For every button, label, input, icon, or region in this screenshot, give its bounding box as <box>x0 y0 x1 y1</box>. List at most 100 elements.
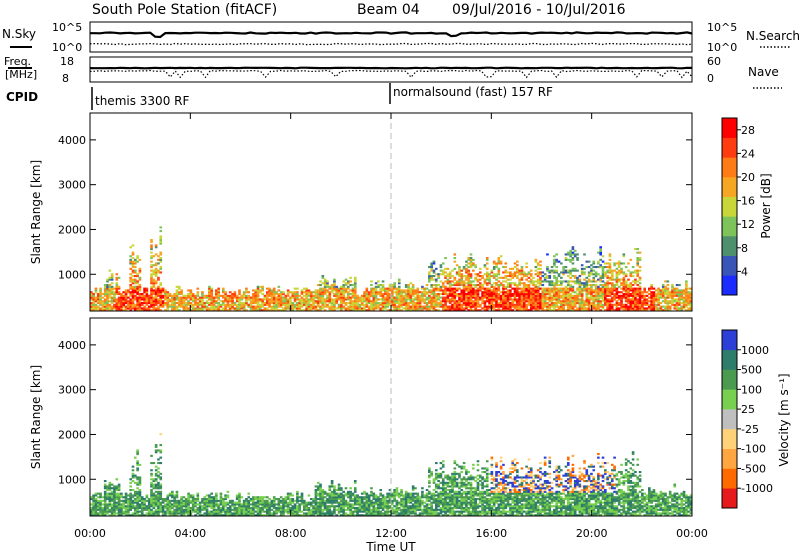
heatmap-cell <box>298 305 301 308</box>
heatmap-cell <box>513 296 517 299</box>
heatmap-cell <box>101 508 105 511</box>
heatmap-cell <box>441 269 445 272</box>
heatmap-cell <box>147 309 151 312</box>
heatmap-cell <box>689 309 693 312</box>
heatmap-cell <box>534 273 538 276</box>
heatmap-cell <box>606 282 609 285</box>
heatmap-cell <box>245 296 248 299</box>
heatmap-cell <box>133 260 137 263</box>
heatmap-cell <box>499 284 503 287</box>
heatmap-cell <box>601 305 605 308</box>
heatmap-cell <box>497 262 501 265</box>
heatmap-cell <box>546 296 549 299</box>
heatmap-cell <box>333 285 336 288</box>
heatmap-cell <box>441 305 445 308</box>
heatmap-cell <box>624 284 628 287</box>
heatmap-cell <box>576 276 579 279</box>
heatmap-cell <box>381 309 385 312</box>
heatmap-cell <box>671 291 674 294</box>
heatmap-cell <box>210 300 214 303</box>
heatmap-cell <box>504 275 508 278</box>
colorbar-swatch <box>722 157 737 178</box>
heatmap-cell <box>323 503 327 506</box>
heatmap-cell <box>133 494 137 497</box>
heatmap-cell <box>430 269 433 272</box>
heatmap-cell <box>268 505 271 508</box>
heatmap-cell <box>634 302 637 305</box>
heatmap-cell <box>455 264 459 267</box>
heatmap-cell <box>314 503 318 506</box>
heatmap-cell <box>272 505 276 508</box>
heatmap-cell <box>520 296 524 299</box>
heatmap-cell <box>328 300 332 303</box>
heatmap-cell <box>184 510 188 513</box>
heatmap-cell <box>599 300 602 303</box>
heatmap-cell <box>219 309 223 312</box>
heatmap-cell <box>106 503 109 506</box>
heatmap-cell <box>110 512 114 515</box>
heatmap-cell <box>140 510 144 513</box>
heatmap-cell <box>182 508 186 511</box>
heatmap-cell <box>608 289 612 292</box>
heatmap-cell <box>198 309 202 312</box>
heatmap-cell <box>520 271 524 274</box>
heatmap-cell <box>550 287 554 290</box>
heatmap-cell <box>652 309 656 312</box>
heatmap-cell <box>180 298 183 301</box>
heatmap-cell <box>485 296 489 299</box>
heatmap-cell <box>265 296 269 299</box>
heatmap-cell <box>189 501 193 504</box>
heatmap-cell <box>578 275 582 278</box>
heatmap-cell <box>648 303 651 306</box>
heatmap-cell <box>650 287 653 290</box>
power-ylabel: Slant Range [km] <box>29 160 43 264</box>
heatmap-cell <box>467 262 471 265</box>
heatmap-cell <box>423 305 427 308</box>
heatmap-cell <box>386 298 389 301</box>
heatmap-cell <box>532 294 535 297</box>
heatmap-cell <box>504 309 508 312</box>
heatmap-cell <box>245 507 248 510</box>
heatmap-cell <box>402 307 406 310</box>
heatmap-cell <box>277 499 281 502</box>
heatmap-cell <box>90 496 93 499</box>
heatmap-cell <box>221 503 225 506</box>
heatmap-cell <box>154 275 158 278</box>
heatmap-cell <box>103 490 107 493</box>
heatmap-cell <box>430 300 433 303</box>
heatmap-cell <box>136 503 139 506</box>
heatmap-cell <box>284 305 288 308</box>
heatmap-cell <box>238 507 241 510</box>
heatmap-cell <box>136 510 139 513</box>
heatmap-cell <box>321 276 325 279</box>
heatmap-cell <box>296 293 299 296</box>
heatmap-cell <box>560 303 563 306</box>
heatmap-cell <box>316 303 320 306</box>
heatmap-cell <box>210 294 214 297</box>
heatmap-cell <box>210 505 214 508</box>
heatmap-cell <box>205 294 209 297</box>
heatmap-cell <box>337 307 341 310</box>
heatmap-cell <box>661 309 665 312</box>
heatmap-cell <box>291 307 295 310</box>
heatmap-cell <box>485 289 489 292</box>
heatmap-cell <box>645 309 649 312</box>
heatmap-cell <box>182 305 186 308</box>
heatmap-cell <box>562 287 565 290</box>
heatmap-cell <box>99 514 102 517</box>
heatmap-cell <box>641 293 644 296</box>
heatmap-cell <box>259 501 262 504</box>
heatmap-cell <box>627 278 630 281</box>
heatmap-cell <box>467 285 471 288</box>
heatmap-cell <box>263 309 267 312</box>
heatmap-cell <box>275 512 278 515</box>
heatmap-cell <box>448 309 452 312</box>
heatmap-cell <box>648 307 651 310</box>
heatmap-cell <box>374 298 378 301</box>
heatmap-cell <box>610 271 614 274</box>
heatmap-cell <box>208 293 211 296</box>
heatmap-cell <box>115 508 119 511</box>
heatmap-cell <box>356 296 359 299</box>
heatmap-cell <box>272 293 276 296</box>
heatmap-cell <box>94 287 98 290</box>
